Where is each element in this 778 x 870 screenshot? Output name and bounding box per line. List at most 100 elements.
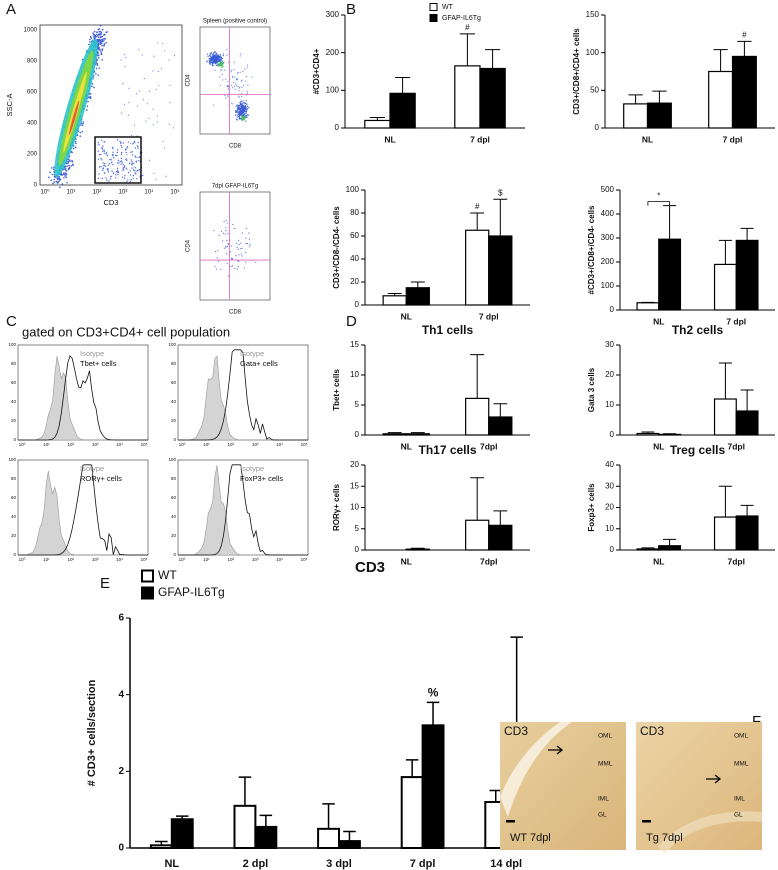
error-bar [740,389,754,411]
event-dot [248,107,250,109]
event-dot [68,166,71,169]
event-dot [242,117,244,119]
bar [149,844,173,849]
y-axis-label: Foxp3+ cells [587,483,596,532]
event-dot [245,103,247,105]
event-dot [129,180,132,183]
event-dot [240,107,243,109]
event-dot [235,105,237,107]
event-dot [148,159,151,161]
panel-label: A [6,1,16,18]
event-dot [231,265,234,267]
event-dot [107,164,109,166]
y-tick-label: 40 [605,460,614,469]
event-dot [98,30,100,33]
event-dot [88,43,90,46]
error-bar [740,504,754,516]
bar [465,397,490,436]
event-dot [239,110,242,112]
bar [713,516,737,551]
event-dot [221,64,223,66]
event-dot [232,76,234,79]
legend-label: FoxP3+ cells [240,474,283,483]
event-dot [105,31,107,34]
event-dot [53,178,56,181]
event-dot [220,268,222,271]
event-dot [213,61,215,63]
error-bar [713,49,728,72]
event-dot [222,232,225,234]
event-dot [210,52,212,54]
event-dot [234,76,236,78]
event-dot [70,160,72,162]
y-tick-label: 400 [27,121,38,127]
event-dot [206,61,208,63]
event-dot [236,109,239,111]
event-dot [103,165,105,167]
event-dot [110,161,113,164]
event-dot [53,181,55,183]
event-dot [218,234,220,236]
event-dot [137,156,139,158]
event-dot [97,150,99,152]
x-tick-label: NL [653,556,664,566]
event-dot [58,178,60,180]
bar [170,818,194,849]
error-bar [652,90,667,104]
y-tick-label: 300 [326,10,340,19]
event-dot [239,71,241,73]
y-tick-label: 60 [171,380,177,385]
event-dot [236,242,238,244]
event-dot [226,48,228,51]
event-dot [237,114,239,116]
event-dot [101,44,103,47]
event-dot [131,134,133,137]
event-dot [131,167,133,169]
event-dot [168,123,170,125]
event-dot [57,181,60,183]
event-dot [246,90,248,93]
stain-histogram [178,464,308,556]
y-tick-label: 0 [610,430,615,439]
bar [636,432,660,436]
bar [713,263,737,311]
event-dot [122,167,124,169]
event-dot [215,55,217,58]
event-dot [158,84,160,87]
event-dot [136,105,139,107]
event-dot [122,168,125,171]
x-tick-label: 7 dpl [470,134,490,144]
event-dot [223,221,225,223]
event-dot [240,242,242,244]
event-dot [51,173,54,176]
event-dot [219,59,222,61]
plot-frame [199,191,271,301]
legend-label: Isotype [80,349,104,358]
y-tick-label: 20 [350,277,359,286]
event-dot [216,56,218,58]
event-dot [134,141,136,144]
event-dot [245,108,247,110]
event-dot [102,167,104,169]
y-tick-label: 4 [118,689,124,700]
event-dot [212,54,215,57]
micrograph [500,722,626,850]
event-dot [98,47,101,49]
event-dot [215,64,217,66]
event-dot [242,70,244,73]
plot-title: 7dpl GFAP-IL6Tg [212,184,258,190]
event-dot [137,145,139,148]
error-bar [493,198,508,236]
y-tick-label: 40 [11,514,17,519]
event-dot [237,71,239,74]
event-dot [243,267,245,269]
arrow [548,745,564,755]
event-dot [234,267,236,269]
x-tick-label: 10³ [119,190,128,196]
event-dot [125,57,127,59]
event-dot [235,79,238,81]
event-dot [61,183,64,185]
y-tick-label: 60 [350,231,359,240]
event-dot [95,67,98,70]
event-dot [120,157,123,160]
